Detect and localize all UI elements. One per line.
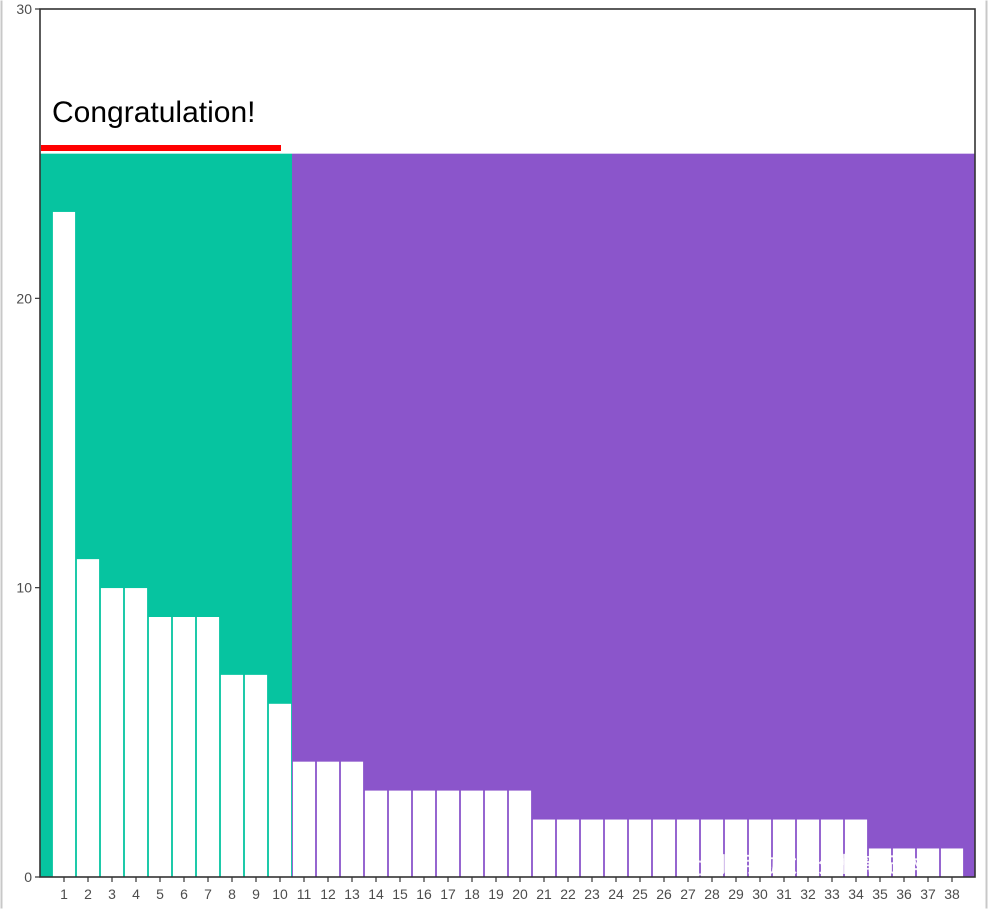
bar-23 [580, 818, 604, 878]
bar-10 [268, 703, 292, 878]
x-tick-label: 35 [872, 886, 888, 902]
x-tick-label: 6 [180, 886, 188, 902]
x-tick-label: 17 [440, 886, 456, 902]
bar-38 [940, 847, 964, 878]
watermark-text: 小明的数据分析笔记本 [713, 854, 923, 877]
congratulation-label: Congratulation! [52, 96, 255, 129]
x-tick-label: 7 [204, 886, 212, 902]
x-tick-label: 19 [488, 886, 504, 902]
x-tick-label: 37 [920, 886, 936, 902]
x-tick-label: 3 [108, 886, 116, 902]
bar-7 [196, 616, 220, 878]
bar-21 [532, 818, 556, 878]
x-tick-label: 13 [344, 886, 360, 902]
x-tick-label: 9 [252, 886, 260, 902]
x-tick-label: 12 [320, 886, 336, 902]
bar-17 [436, 789, 460, 878]
x-tick-label: 34 [848, 886, 864, 902]
x-tick-label: 16 [416, 886, 432, 902]
x-tick-label: 24 [608, 886, 624, 902]
x-tick-label: 20 [512, 886, 528, 902]
bar-11 [292, 760, 316, 878]
bar-18 [460, 789, 484, 878]
x-tick-label: 2 [84, 886, 92, 902]
right-edge-line [985, 0, 988, 909]
bar-12 [316, 760, 340, 878]
x-tick-label: 22 [560, 886, 576, 902]
watermark: 小明的数据分析笔记本 [677, 852, 923, 877]
bar-9 [244, 674, 268, 878]
bars [52, 211, 964, 878]
wechat-icon [677, 852, 708, 876]
bar-3 [100, 587, 124, 878]
y-tick-label: 20 [16, 290, 32, 306]
bar-15 [388, 789, 412, 878]
x-tick-label: 30 [752, 886, 768, 902]
left-edge-line [0, 0, 3, 909]
x-tick-label: 25 [632, 886, 648, 902]
bar-14 [364, 789, 388, 878]
x-tick-label: 14 [368, 886, 384, 902]
x-tick-label: 4 [132, 886, 140, 902]
x-tick-label: 8 [228, 886, 236, 902]
annotation-underline [41, 145, 281, 151]
x-tick-label: 26 [656, 886, 672, 902]
x-tick-label: 5 [156, 886, 164, 902]
x-tick-label: 38 [944, 886, 960, 902]
x-tick-label: 18 [464, 886, 480, 902]
y-tick-label: 10 [16, 580, 32, 596]
bar-20 [508, 789, 532, 878]
bar-16 [412, 789, 436, 878]
bar-26 [652, 818, 676, 878]
bar-6 [172, 616, 196, 878]
bar-24 [604, 818, 628, 878]
x-tick-label: 11 [297, 886, 312, 902]
bar-19 [484, 789, 508, 878]
bar-4 [124, 587, 148, 878]
x-tick-label: 31 [776, 886, 792, 902]
bar-8 [220, 674, 244, 878]
x-tick-label: 15 [392, 886, 408, 902]
bar-22 [556, 818, 580, 878]
y-tick-label: 0 [24, 869, 32, 885]
x-tick-label: 23 [584, 886, 600, 902]
x-tick-label: 28 [704, 886, 720, 902]
x-tick-label: 36 [896, 886, 912, 902]
x-tick-label: 10 [272, 886, 288, 902]
plot-frame [39, 8, 976, 878]
x-tick-label: 33 [824, 886, 840, 902]
x-tick-label: 1 [60, 886, 68, 902]
background-region-2 [292, 153, 975, 877]
x-tick-label: 21 [536, 886, 552, 902]
background-regions [40, 153, 975, 877]
bar-13 [340, 760, 364, 878]
bar-2 [76, 558, 100, 878]
x-tick-label: 29 [728, 886, 744, 902]
x-tick-label: 32 [800, 886, 816, 902]
bar-5 [148, 616, 172, 878]
bar-25 [628, 818, 652, 878]
annotation: Congratulation! [41, 96, 281, 151]
bar-1 [52, 211, 76, 878]
x-tick-label: 27 [680, 886, 696, 902]
y-tick-label: 30 [16, 1, 32, 17]
